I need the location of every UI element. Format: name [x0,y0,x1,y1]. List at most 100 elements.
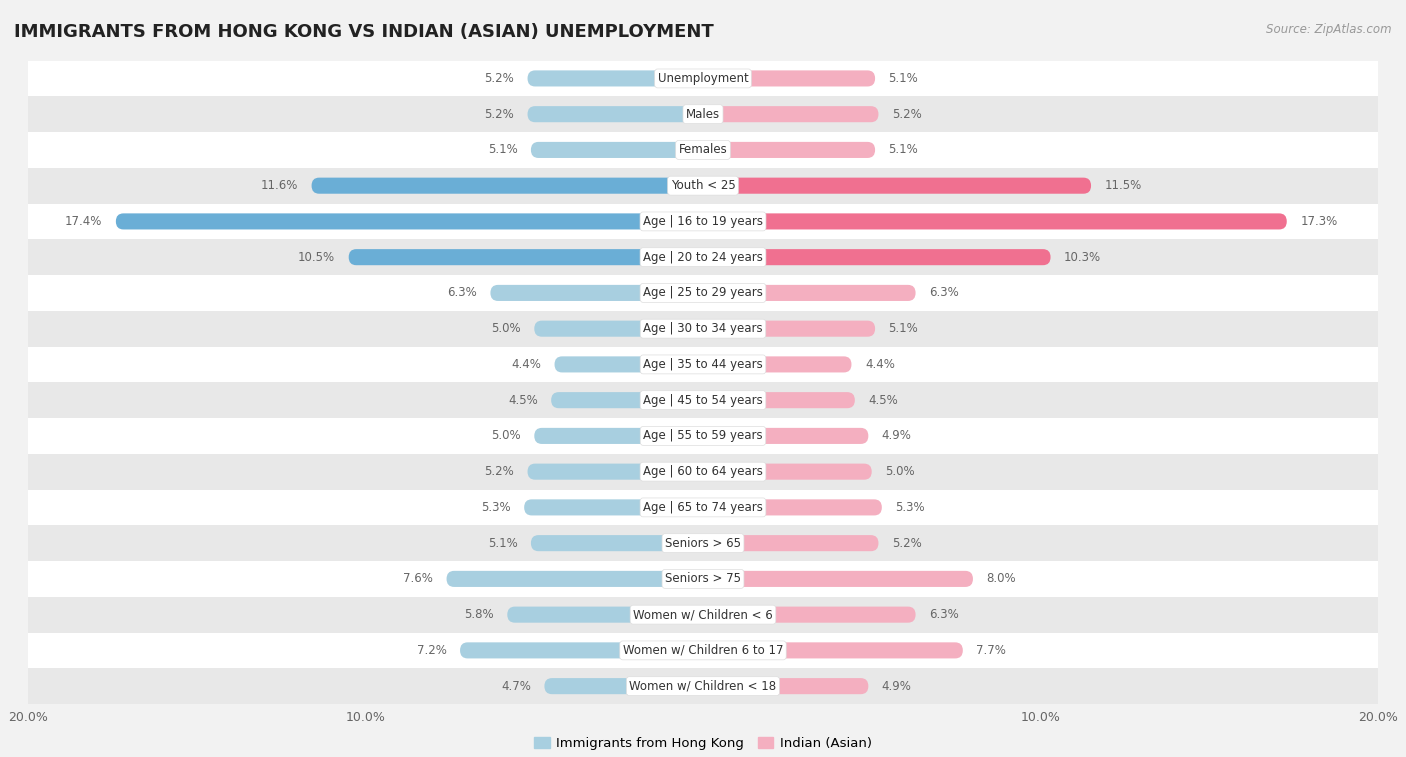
FancyBboxPatch shape [703,249,1050,265]
Text: 8.0%: 8.0% [987,572,1017,585]
Text: Seniors > 65: Seniors > 65 [665,537,741,550]
FancyBboxPatch shape [534,428,703,444]
Text: Women w/ Children 6 to 17: Women w/ Children 6 to 17 [623,644,783,657]
Legend: Immigrants from Hong Kong, Indian (Asian): Immigrants from Hong Kong, Indian (Asian… [529,732,877,755]
Text: Unemployment: Unemployment [658,72,748,85]
FancyBboxPatch shape [703,70,875,86]
Text: 4.9%: 4.9% [882,429,911,442]
Text: 5.2%: 5.2% [484,107,515,120]
Text: 5.1%: 5.1% [488,537,517,550]
Text: Age | 45 to 54 years: Age | 45 to 54 years [643,394,763,407]
Bar [28,96,1378,132]
Text: 7.7%: 7.7% [976,644,1007,657]
Text: Age | 65 to 74 years: Age | 65 to 74 years [643,501,763,514]
FancyBboxPatch shape [703,500,882,516]
Text: 6.3%: 6.3% [929,608,959,621]
Text: Age | 55 to 59 years: Age | 55 to 59 years [643,429,763,442]
Text: 5.8%: 5.8% [464,608,494,621]
Bar [28,275,1378,311]
FancyBboxPatch shape [447,571,703,587]
FancyBboxPatch shape [703,643,963,659]
Text: 7.2%: 7.2% [416,644,447,657]
FancyBboxPatch shape [703,213,1286,229]
Text: Youth < 25: Youth < 25 [671,179,735,192]
Bar [28,490,1378,525]
Bar [28,168,1378,204]
FancyBboxPatch shape [703,535,879,551]
Text: Age | 16 to 19 years: Age | 16 to 19 years [643,215,763,228]
Text: 5.2%: 5.2% [484,72,515,85]
Text: 5.0%: 5.0% [886,465,915,478]
Text: Age | 20 to 24 years: Age | 20 to 24 years [643,251,763,263]
Bar [28,418,1378,453]
Bar [28,204,1378,239]
FancyBboxPatch shape [544,678,703,694]
Text: Age | 25 to 29 years: Age | 25 to 29 years [643,286,763,300]
FancyBboxPatch shape [703,678,869,694]
FancyBboxPatch shape [524,500,703,516]
FancyBboxPatch shape [703,428,869,444]
Bar [28,239,1378,275]
Text: 4.5%: 4.5% [508,394,537,407]
Bar [28,311,1378,347]
FancyBboxPatch shape [531,142,703,158]
FancyBboxPatch shape [527,463,703,480]
FancyBboxPatch shape [703,571,973,587]
Text: 11.6%: 11.6% [260,179,298,192]
Text: Age | 60 to 64 years: Age | 60 to 64 years [643,465,763,478]
Text: 5.1%: 5.1% [889,322,918,335]
Text: 5.1%: 5.1% [488,143,517,157]
Text: 5.1%: 5.1% [889,143,918,157]
FancyBboxPatch shape [527,70,703,86]
Bar [28,633,1378,668]
FancyBboxPatch shape [703,285,915,301]
FancyBboxPatch shape [508,606,703,623]
Text: Age | 35 to 44 years: Age | 35 to 44 years [643,358,763,371]
Text: 4.4%: 4.4% [512,358,541,371]
Bar [28,561,1378,597]
Bar [28,597,1378,633]
Text: 5.3%: 5.3% [896,501,925,514]
Text: Females: Females [679,143,727,157]
FancyBboxPatch shape [554,357,703,372]
FancyBboxPatch shape [703,178,1091,194]
FancyBboxPatch shape [703,142,875,158]
Text: 17.3%: 17.3% [1301,215,1337,228]
FancyBboxPatch shape [703,392,855,408]
Text: 6.3%: 6.3% [929,286,959,300]
Bar [28,61,1378,96]
FancyBboxPatch shape [703,106,879,122]
Text: Age | 30 to 34 years: Age | 30 to 34 years [643,322,763,335]
FancyBboxPatch shape [551,392,703,408]
Bar [28,453,1378,490]
Text: 4.4%: 4.4% [865,358,894,371]
Text: 4.5%: 4.5% [869,394,898,407]
Text: 5.2%: 5.2% [891,107,922,120]
FancyBboxPatch shape [349,249,703,265]
FancyBboxPatch shape [534,321,703,337]
Bar [28,668,1378,704]
Bar [28,525,1378,561]
Text: 5.2%: 5.2% [891,537,922,550]
Text: 17.4%: 17.4% [65,215,103,228]
Text: 4.9%: 4.9% [882,680,911,693]
Text: Women w/ Children < 18: Women w/ Children < 18 [630,680,776,693]
Text: 5.3%: 5.3% [481,501,510,514]
Text: 5.1%: 5.1% [889,72,918,85]
Bar [28,132,1378,168]
FancyBboxPatch shape [491,285,703,301]
Text: Women w/ Children < 6: Women w/ Children < 6 [633,608,773,621]
Text: 4.7%: 4.7% [501,680,531,693]
FancyBboxPatch shape [312,178,703,194]
FancyBboxPatch shape [703,321,875,337]
FancyBboxPatch shape [703,606,915,623]
Bar [28,347,1378,382]
Text: 5.2%: 5.2% [484,465,515,478]
FancyBboxPatch shape [115,213,703,229]
Text: 6.3%: 6.3% [447,286,477,300]
Text: 5.0%: 5.0% [491,322,520,335]
Text: IMMIGRANTS FROM HONG KONG VS INDIAN (ASIAN) UNEMPLOYMENT: IMMIGRANTS FROM HONG KONG VS INDIAN (ASI… [14,23,714,41]
FancyBboxPatch shape [703,357,852,372]
FancyBboxPatch shape [703,463,872,480]
Bar [28,382,1378,418]
